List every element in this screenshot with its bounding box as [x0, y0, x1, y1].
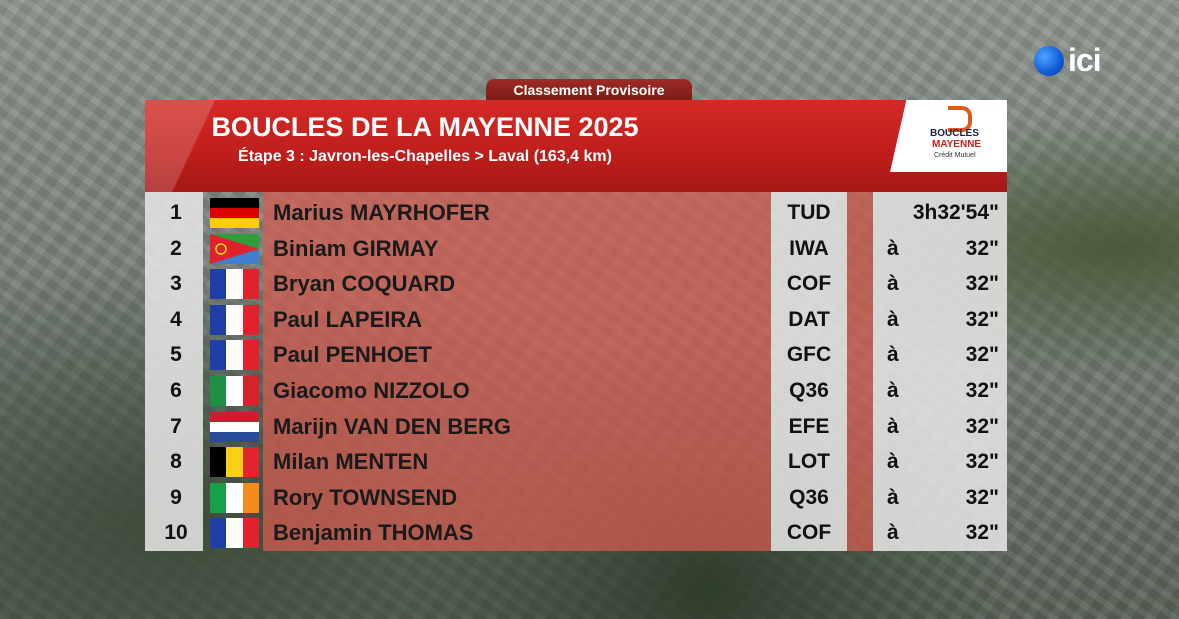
- gap-prefix: à: [887, 450, 899, 474]
- time-cell: 32": [965, 450, 999, 474]
- rider-name: Biniam GIRMAY: [273, 235, 439, 261]
- france-flag-icon: [210, 340, 259, 371]
- gap-prefix: à: [887, 343, 899, 367]
- team-code: COF: [786, 272, 832, 296]
- ireland-flag-icon: [210, 482, 259, 513]
- rider-name: Paul LAPEIRA: [273, 306, 423, 332]
- broadcaster-logo: ici: [1034, 42, 1102, 79]
- table-row: 4 Paul LAPEIRA DAT à 32": [0, 302, 1179, 337]
- names-panel: [263, 192, 771, 551]
- race-title: BOUCLES DE LA MAYENNE 2025: [211, 112, 639, 142]
- table-row: 10 Benjamin THOMAS COF à 32": [0, 515, 1179, 550]
- rider-name: Marijn VAN DEN BERG: [273, 413, 511, 439]
- gap-prefix: à: [887, 485, 899, 509]
- logo-line-1: BOUCLES: [930, 128, 979, 139]
- table-row: 3 Bryan COQUARD COF à 32": [0, 266, 1179, 301]
- rider-name: Milan MENTEN: [273, 449, 429, 475]
- broadcaster-dot-icon: [1034, 45, 1064, 76]
- time-cell: 32": [965, 272, 999, 296]
- time-cell: 32": [965, 414, 999, 438]
- time-cell: 3h32'54": [912, 201, 999, 224]
- rank-column: [145, 192, 203, 551]
- table-row: 1 Marius MAYRHOFER TUD 3h32'54": [0, 195, 1179, 230]
- team-column: [771, 192, 847, 551]
- logo-line-2: MAYENNE: [932, 139, 982, 150]
- rank-cell: 10: [164, 521, 188, 545]
- eritrea-flag-icon: [210, 233, 259, 264]
- team-code: TUD: [787, 201, 831, 224]
- time-column: [873, 192, 1007, 551]
- france-flag-icon: [210, 518, 259, 549]
- gap-prefix: à: [887, 272, 899, 296]
- rank-cell: 9: [170, 485, 182, 509]
- gap-prefix: à: [887, 414, 899, 438]
- boucles-mayenne-logo-icon: BOUCLES MAYENNE Crédit Mutuel: [890, 100, 1007, 172]
- time-cell: 32": [965, 379, 999, 402]
- france-flag-icon: [210, 269, 259, 300]
- time-cell: 32": [965, 307, 999, 331]
- time-cell: 32": [965, 343, 999, 367]
- rider-name: Paul PENHOET: [273, 342, 432, 368]
- rank-cell: 3: [170, 272, 182, 296]
- standings-tag: Classement Provisoire: [486, 79, 692, 102]
- rider-name: Rory TOWNSEND: [273, 484, 458, 510]
- time-cell: 32": [965, 236, 999, 260]
- rider-name: Marius MAYRHOFER: [273, 200, 490, 225]
- rank-cell: 4: [170, 307, 182, 331]
- table-row: 2 Biniam GIRMAY IWA à 32": [0, 231, 1179, 266]
- team-code: DAT: [788, 307, 830, 331]
- table-row: 6 Giacomo NIZZOLO Q36 à 32": [0, 373, 1179, 408]
- team-code: COF: [786, 521, 832, 545]
- team-code: EFE: [788, 414, 830, 438]
- gap-prefix: à: [887, 307, 899, 331]
- table-row: 5 Paul PENHOET GFC à 32": [0, 337, 1179, 372]
- rank-cell: 5: [170, 343, 182, 367]
- belgium-flag-icon: [210, 447, 259, 478]
- rank-cell: 7: [170, 414, 182, 438]
- netherlands-flag-icon: [210, 411, 259, 442]
- rank-cell: 6: [170, 379, 182, 402]
- logo-line-3: Crédit Mutuel: [934, 152, 976, 159]
- rider-name: Benjamin THOMAS: [273, 520, 474, 546]
- time-cell: 32": [965, 521, 999, 545]
- team-code: GFC: [786, 343, 832, 367]
- france-flag-icon: [210, 304, 259, 335]
- germany-flag-icon: [210, 198, 259, 228]
- header-banner: [145, 100, 1007, 192]
- gap-prefix: à: [887, 236, 899, 260]
- gap-prefix: à: [887, 379, 899, 402]
- team-code: IWA: [789, 236, 829, 260]
- stage-subtitle: Étape 3 : Javron-les-Chapelles > Laval (…: [238, 148, 612, 165]
- rank-cell: 2: [170, 236, 182, 260]
- table-row: 8 Milan MENTEN LOT à 32": [0, 444, 1179, 479]
- team-code: Q36: [789, 485, 829, 509]
- rider-name: Giacomo NIZZOLO: [273, 378, 470, 403]
- team-code: LOT: [788, 450, 830, 474]
- time-cell: 32": [965, 485, 999, 509]
- gap-prefix: à: [887, 521, 899, 545]
- table-row: 7 Marijn VAN DEN BERG EFE à 32": [0, 409, 1179, 444]
- table-row: 9 Rory TOWNSEND Q36 à 32": [0, 480, 1179, 515]
- broadcaster-name: ici: [1068, 42, 1102, 78]
- rank-cell: 8: [170, 450, 182, 474]
- rider-name: Bryan COQUARD: [273, 271, 456, 297]
- rank-cell: 1: [170, 201, 182, 224]
- italy-flag-icon: [210, 376, 259, 406]
- team-code: Q36: [789, 379, 829, 402]
